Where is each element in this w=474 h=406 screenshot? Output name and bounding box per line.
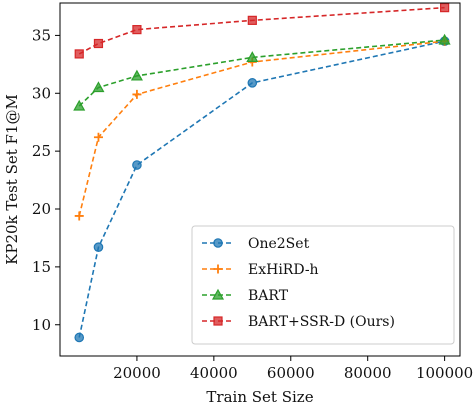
y-tick-label: 15 xyxy=(32,258,51,276)
series-line xyxy=(78,40,445,217)
data-point xyxy=(132,160,142,170)
y-tick-label: 10 xyxy=(32,316,51,334)
data-point xyxy=(93,242,104,253)
triangle-marker xyxy=(211,288,225,300)
data-point xyxy=(74,49,84,59)
series-layer xyxy=(73,3,451,343)
y-axis: 10 15 20 25 30 35 xyxy=(32,26,60,334)
x-tick-label: 80000 xyxy=(344,364,392,382)
y-tick-label: 30 xyxy=(32,84,51,102)
legend-item: BART+SSR-D (Ours) xyxy=(202,314,395,330)
data-point xyxy=(132,89,142,99)
legend-label: ExHiRD-h xyxy=(248,262,319,278)
series-line xyxy=(78,6,445,55)
data-point xyxy=(93,38,104,49)
x-tick-label: 20000 xyxy=(113,364,161,382)
data-point xyxy=(74,211,84,221)
legend-label: One2Set xyxy=(248,236,310,252)
data-point xyxy=(438,33,451,45)
legend-item: One2Set xyxy=(202,236,310,252)
data-point xyxy=(440,3,450,13)
x-axis: 20000 40000 60000 80000 100000 xyxy=(113,356,473,382)
data-point xyxy=(130,69,143,81)
y-tick-label: 20 xyxy=(32,200,51,218)
data-point xyxy=(246,51,259,62)
y-axis-title: KP20k Test Set F1@M xyxy=(3,94,21,265)
plus-marker xyxy=(213,264,223,274)
series-bart xyxy=(73,33,451,111)
series-line xyxy=(78,39,445,107)
x-tick-label: 60000 xyxy=(267,364,315,382)
data-point xyxy=(132,25,142,35)
square-marker xyxy=(213,316,223,326)
legend-label: BART+SSR-D (Ours) xyxy=(248,314,395,330)
data-point xyxy=(74,332,85,343)
x-tick-label: 40000 xyxy=(190,364,238,382)
x-tick-label: 100000 xyxy=(416,364,473,382)
series-exhird-h xyxy=(74,36,450,221)
plot-frame xyxy=(59,2,461,357)
legend-item: ExHiRD-h xyxy=(202,262,319,278)
circle-marker xyxy=(213,238,223,248)
data-point xyxy=(93,132,103,142)
y-tick-label: 25 xyxy=(32,142,51,160)
legend-box xyxy=(191,225,455,345)
data-point xyxy=(73,99,86,111)
legend-item: BART xyxy=(202,288,289,304)
x-axis-title: Train Set Size xyxy=(206,388,313,406)
legend-label: BART xyxy=(248,288,289,304)
series-bart-ssr-d-ours xyxy=(74,3,450,59)
y-tick-label: 35 xyxy=(32,26,51,44)
legend: One2Set ExHiRD-h BART BART+SSR-D (Ours) xyxy=(191,225,455,345)
data-point xyxy=(247,78,258,88)
data-point xyxy=(92,81,105,93)
data-point xyxy=(247,15,257,25)
